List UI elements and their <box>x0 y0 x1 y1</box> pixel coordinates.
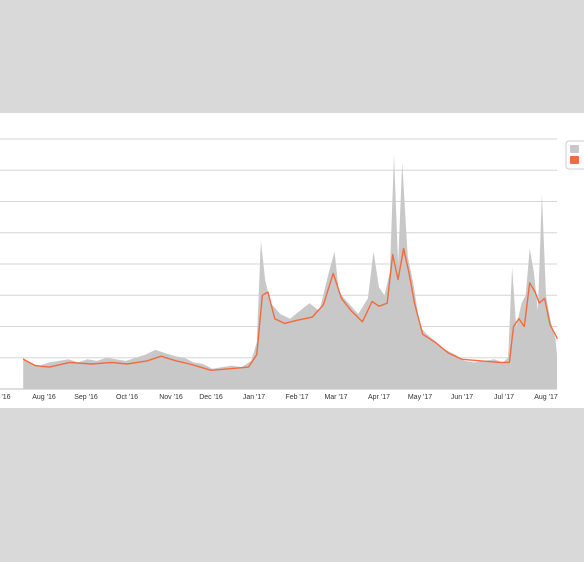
x-tick-label: Apr '17 <box>368 394 390 401</box>
area-series-fill <box>23 154 557 389</box>
x-tick-label: '16 <box>1 394 10 401</box>
x-tick-label: Jul '17 <box>494 394 514 401</box>
x-tick-label: Dec '16 <box>199 394 223 401</box>
x-tick-label: Aug '17 <box>534 394 558 401</box>
legend[interactable] <box>565 140 584 170</box>
x-tick-label: Mar '17 <box>324 394 347 401</box>
x-tick-label: Aug '16 <box>32 394 56 401</box>
x-tick-label: Nov '16 <box>159 394 183 401</box>
chart-panel: '16 Aug '16 Sep '16 Oct '16 Nov '16 Dec '16 Ja… <box>0 113 584 408</box>
x-tick-label: Feb '17 <box>285 394 308 401</box>
x-axis: '16 Aug '16 Sep '16 Oct '16 Nov '16 Dec '16 Ja… <box>1 394 557 401</box>
x-tick-label: Jan '17 <box>243 394 265 401</box>
legend-swatch-area[interactable] <box>570 145 579 153</box>
line-series <box>22 247 558 371</box>
price-chart: '16 Aug '16 Sep '16 Oct '16 Nov '16 Dec '16 Ja… <box>0 138 584 401</box>
x-tick-label: Sep '16 <box>74 394 98 401</box>
area-series <box>23 154 557 389</box>
x-tick-label: Jun '17 <box>451 394 473 401</box>
x-tick-label: Oct '16 <box>116 394 138 401</box>
legend-swatch-line[interactable] <box>570 156 579 164</box>
x-tick-label: May '17 <box>408 394 432 401</box>
line-series-path <box>22 247 558 371</box>
gridlines <box>0 138 557 390</box>
